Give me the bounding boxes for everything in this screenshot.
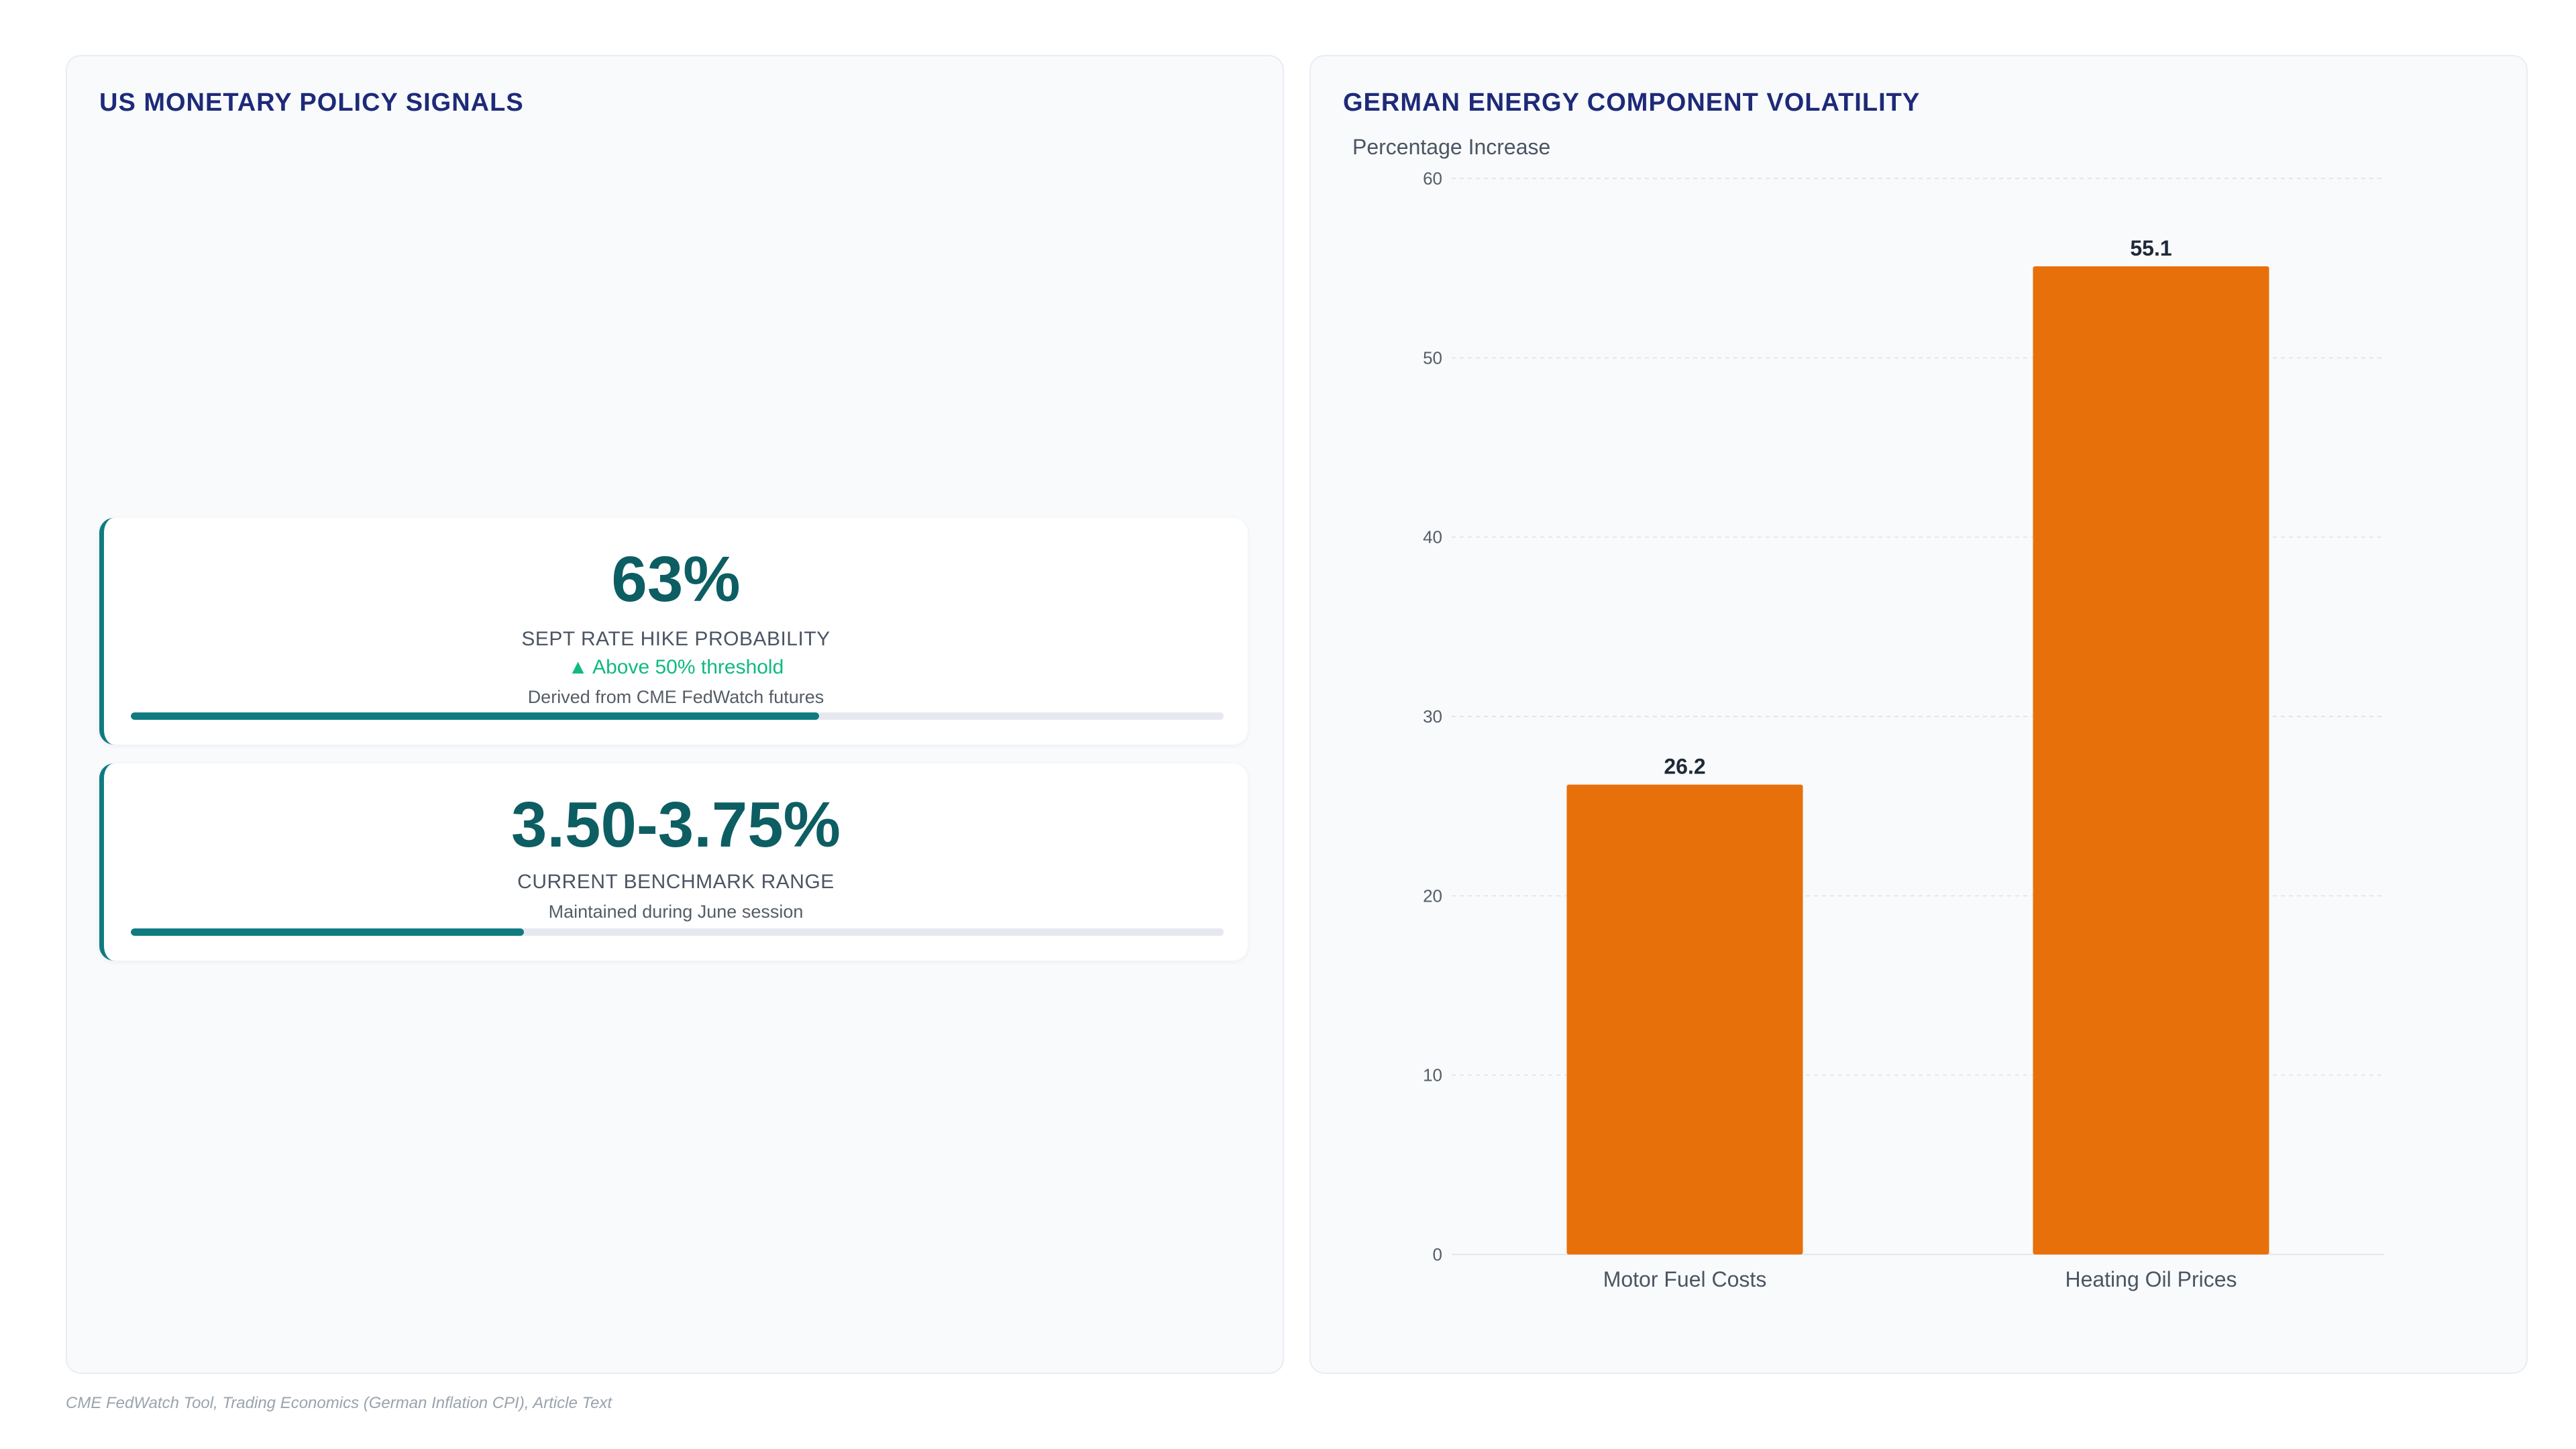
- energy-panel-title: GERMAN ENERGY COMPONENT VOLATILITY: [1343, 89, 1921, 117]
- bar-data-label: 26.2: [1664, 755, 1705, 779]
- bar-data-label: 55.1: [2130, 236, 2171, 260]
- benchmark-range-value: 3.50-3.75%: [511, 789, 841, 861]
- y-tick-label: 60: [1423, 168, 1442, 189]
- monetary-policy-panel: US MONETARY POLICY SIGNALS 63% SEPT RATE…: [66, 55, 1284, 1374]
- x-tick-label: Motor Fuel Costs: [1603, 1267, 1767, 1291]
- energy-volatility-panel: GERMAN ENERGY COMPONENT VOLATILITY Perce…: [1309, 55, 2528, 1374]
- rate-hike-probability-value: 63%: [611, 543, 741, 615]
- benchmark-progress-track: [131, 928, 1224, 936]
- y-tick-label: 30: [1423, 706, 1442, 727]
- y-tick-label: 10: [1423, 1065, 1442, 1085]
- rate-hike-probability-card: 63% SEPT RATE HIKE PROBABILITY ▲ Above 5…: [99, 518, 1248, 745]
- x-tick-label: Heating Oil Prices: [2065, 1267, 2237, 1291]
- rate-hike-probability-label: SEPT RATE HIKE PROBABILITY: [521, 628, 830, 650]
- energy-volatility-bar-chart: Percentage Increase 0 10 20 30 40 50 60 26.2 Moto…: [1352, 135, 2384, 1291]
- y-tick-label: 40: [1423, 527, 1442, 547]
- rate-hike-trend-indicator: ▲ Above 50% threshold: [568, 656, 784, 678]
- bar-heating-oil-prices: [2033, 266, 2269, 1254]
- monetary-panel-title: US MONETARY POLICY SIGNALS: [99, 89, 524, 117]
- y-tick-label: 20: [1423, 885, 1442, 906]
- y-axis-label: Percentage Increase: [1352, 135, 1550, 159]
- benchmark-progress-fill: [131, 928, 525, 936]
- rate-hike-progress-track: [131, 712, 1224, 720]
- benchmark-range-card: 3.50-3.75% CURRENT BENCHMARK RANGE Maint…: [99, 763, 1248, 961]
- benchmark-range-note: Maintained during June session: [548, 902, 804, 922]
- data-source-footer: CME FedWatch Tool, Trading Economics (Ge…: [66, 1394, 612, 1412]
- benchmark-range-label: CURRENT BENCHMARK RANGE: [517, 871, 835, 893]
- rate-hike-source-note: Derived from CME FedWatch futures: [527, 687, 824, 707]
- y-tick-label: 50: [1423, 347, 1442, 368]
- rate-hike-progress-fill: [131, 712, 820, 720]
- bar-motor-fuel-costs: [1566, 784, 1803, 1254]
- y-tick-label: 0: [1433, 1244, 1442, 1265]
